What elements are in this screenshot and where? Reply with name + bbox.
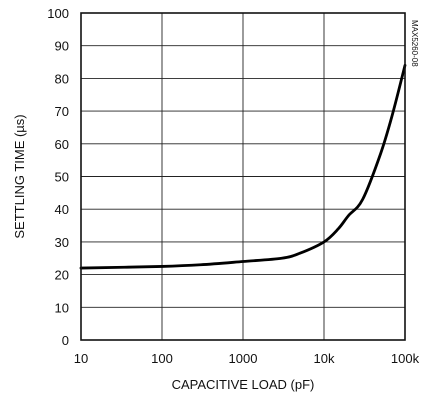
x-tick-label: 10k	[314, 351, 335, 366]
x-axis-label: CAPACITIVE LOAD (pF)	[172, 377, 315, 392]
series-layer	[79, 63, 407, 270]
x-tick-labels: 10 100 1000 10k 100k	[74, 351, 420, 366]
x-tick-label: 10	[74, 351, 88, 366]
y-tick-label: 50	[55, 170, 69, 185]
y-tick-label: 100	[47, 6, 69, 21]
y-tick-label: 0	[62, 333, 69, 348]
y-tick-label: 40	[55, 202, 69, 217]
series-line	[79, 63, 407, 270]
x-tick-label: 100k	[391, 351, 420, 366]
y-tick-label: 80	[55, 71, 69, 86]
y-tick-label: 70	[55, 104, 69, 119]
y-tick-label: 30	[55, 235, 69, 250]
y-axis-label: SETTLING TIME (µs)	[12, 114, 27, 238]
figure-code-annotation: MAX5260-08	[410, 20, 419, 67]
y-tick-label: 60	[55, 137, 69, 152]
plot-frame	[80, 12, 406, 341]
y-tick-label: 10	[55, 300, 69, 315]
y-tick-labels: 0 10 20 30 40 50 60 70 80 90 100	[47, 6, 69, 348]
y-tick-label: 90	[55, 39, 69, 54]
y-tick-label: 20	[55, 268, 69, 283]
x-tick-label: 1000	[229, 351, 258, 366]
x-tick-label: 100	[151, 351, 173, 366]
grid-lines	[81, 13, 405, 340]
